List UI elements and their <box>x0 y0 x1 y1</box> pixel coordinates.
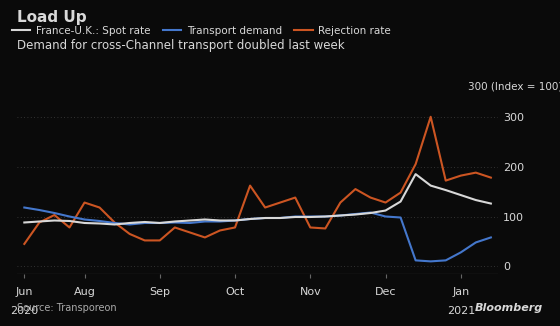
Legend: France-U.K.: Spot rate, Transport demand, Rejection rate: France-U.K.: Spot rate, Transport demand… <box>8 22 395 40</box>
Text: Demand for cross-Channel transport doubled last week: Demand for cross-Channel transport doubl… <box>17 39 344 52</box>
Text: Source: Transporeon: Source: Transporeon <box>17 303 116 313</box>
Text: 300 (Index = 100): 300 (Index = 100) <box>468 81 560 91</box>
Text: Jun: Jun <box>16 287 33 297</box>
Text: Oct: Oct <box>225 287 245 297</box>
Text: 2021: 2021 <box>447 306 475 317</box>
Text: Dec: Dec <box>375 287 396 297</box>
Text: Sep: Sep <box>150 287 170 297</box>
Text: Nov: Nov <box>300 287 321 297</box>
Text: Bloomberg: Bloomberg <box>475 303 543 313</box>
Text: Jan: Jan <box>452 287 469 297</box>
Text: Aug: Aug <box>73 287 95 297</box>
Text: 2020: 2020 <box>10 306 39 317</box>
Text: Load Up: Load Up <box>17 10 86 25</box>
